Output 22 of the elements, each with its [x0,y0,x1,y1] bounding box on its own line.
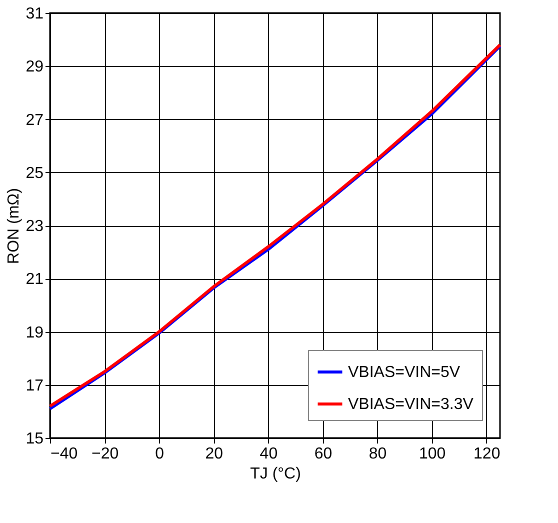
x-tick-label: −20 [91,446,119,462]
x-tick-label: 120 [474,446,500,462]
y-tick-label: 23 [26,218,44,235]
y-tick-label: 27 [26,112,44,129]
legend-label: VBIAS=VIN=5V [348,364,460,381]
x-tick-label: −40 [50,446,78,462]
x-tick-label: 80 [368,446,387,462]
y-tick-label: 31 [26,6,44,22]
x-tick-label: 40 [260,446,278,462]
x-tick-label: 20 [205,446,224,462]
y-tick-label: 25 [26,164,44,182]
x-tick-label: 100 [418,446,446,462]
y-tick-label: 17 [26,377,44,394]
x-tick-label: 60 [314,446,332,462]
y-tick-label: 21 [26,271,44,288]
x-tick-label: 0 [155,446,164,462]
y-tick-label: 15 [26,430,44,448]
x-axis-title: TJ (°C) [250,466,301,482]
y-tick-label: 19 [26,324,44,342]
y-tick-label: 29 [26,58,44,76]
legend-label: VBIAS=VIN=3.3V [348,396,474,413]
y-axis-title: RON (mΩ) [6,188,23,264]
